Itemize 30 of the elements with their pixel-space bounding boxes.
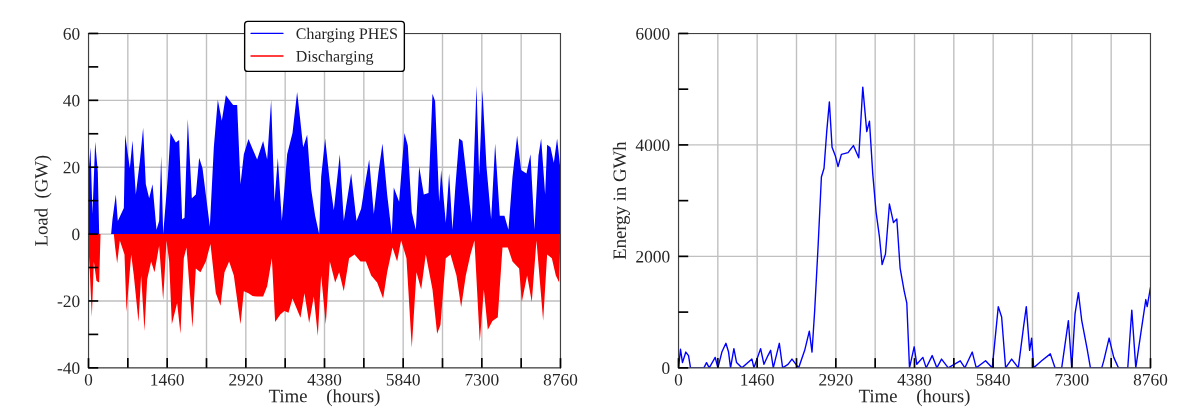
x-tick-label: 0	[84, 373, 93, 386]
y-tick-label: 2000	[636, 250, 670, 263]
x-tick-label: 2920	[819, 373, 853, 386]
x-tick-label: 7300	[465, 373, 499, 386]
y-tick-label: -20	[57, 295, 80, 308]
y-tick-label: 60	[63, 27, 80, 40]
x-tick-label: 4380	[897, 373, 932, 386]
x-tick-label: 1460	[741, 373, 774, 386]
x-tick-label: 7300	[1055, 373, 1089, 386]
y-axis-title: Energy in GWh	[612, 141, 630, 260]
legend-label: Charging PHES	[296, 27, 397, 43]
x-tick-label: 8760	[1133, 373, 1168, 386]
y-axis-title: Load (GW)	[34, 155, 52, 246]
x-axis-title: Time (hours)	[858, 389, 970, 407]
y-tick-label: 6000	[636, 27, 670, 40]
y-tick-label: 0	[662, 362, 670, 375]
legend-label: Discharging	[296, 50, 374, 65]
x-tick-label: 5840	[386, 373, 420, 386]
y-tick-label: 0	[72, 228, 80, 241]
x-tick-label: 1460	[151, 373, 184, 386]
x-tick-label: 5840	[976, 373, 1010, 386]
x-axis-title: Time (hours)	[268, 389, 380, 407]
y-tick-label: 4000	[635, 139, 670, 152]
x-tick-label: 2920	[229, 373, 263, 386]
x-tick-label: 4380	[307, 373, 342, 386]
y-tick-label: 40	[63, 94, 80, 107]
x-tick-label: 0	[674, 373, 683, 386]
x-tick-label: 8760	[543, 373, 578, 386]
y-tick-label: -40	[57, 362, 80, 375]
y-tick-label: 20	[63, 161, 80, 174]
